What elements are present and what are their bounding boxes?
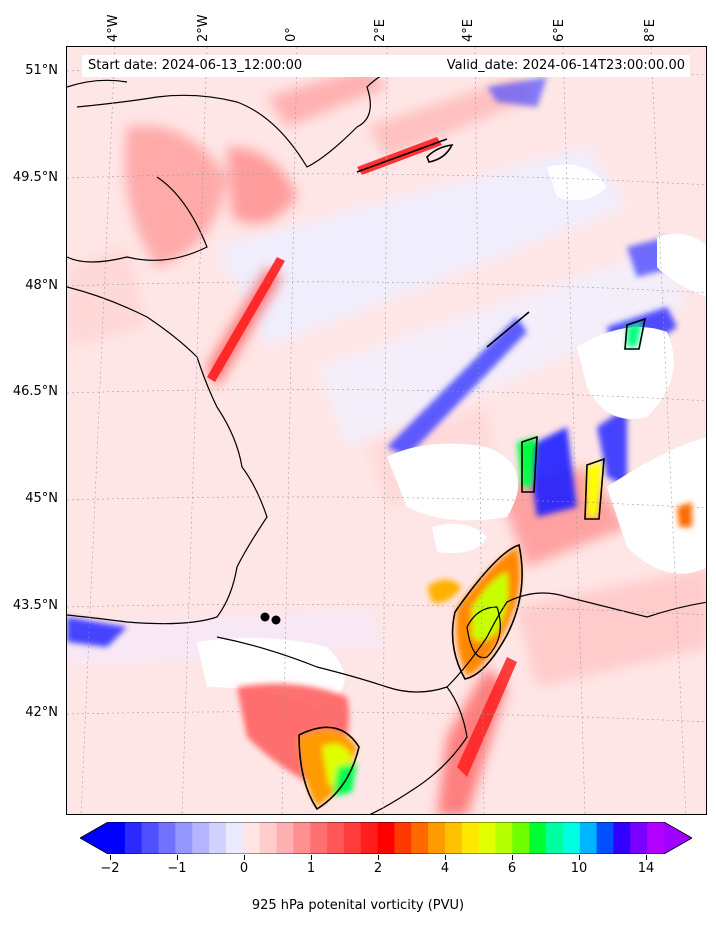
colorbar: [80, 822, 692, 854]
lon-label: 2°E: [373, 19, 388, 42]
lon-label: 4°E: [461, 19, 476, 42]
colorbar-segment: [546, 822, 564, 854]
colorbar-tickmark: [445, 855, 446, 860]
colorbar-segment: [394, 822, 412, 854]
colorbar-segment: [613, 822, 631, 854]
colorbar-segment: [141, 822, 160, 854]
marker-point: [260, 612, 270, 622]
lon-label: 8°E: [643, 19, 658, 42]
colorbar-segment: [461, 822, 480, 854]
colorbar-tick-label: 6: [507, 861, 517, 876]
colorbar-segment: [529, 822, 547, 854]
pv-masked-regions: [197, 164, 706, 707]
location-markers: [260, 612, 281, 625]
lon-label: 0°: [284, 27, 299, 42]
colorbar-tickmark: [110, 855, 111, 860]
colorbar-segment: [495, 822, 513, 854]
lat-label: 49.5°N: [12, 170, 58, 185]
colorbar-over-arrow: [664, 822, 692, 854]
colorbar-segment: [108, 822, 126, 854]
colorbar-tick-label: 14: [637, 861, 655, 876]
colorbar-segment: [444, 822, 463, 854]
colorbar-segment: [377, 822, 396, 854]
lat-label: 42°N: [25, 705, 58, 720]
lon-label: 6°E: [552, 19, 567, 42]
lat-label: 45°N: [25, 491, 58, 506]
colorbar-segment: [596, 822, 615, 854]
colorbar-segment: [478, 822, 497, 854]
lat-label: 48°N: [25, 278, 58, 293]
lon-label: 2°W: [196, 14, 211, 42]
colorbar-segment: [343, 822, 362, 854]
colorbar-segment: [175, 822, 193, 854]
colorbar-segment: [512, 822, 530, 854]
pv-contours: [298, 138, 647, 811]
colorbar-tickmark: [177, 855, 178, 860]
colorbar-segment: [579, 822, 598, 854]
colorbar-segments: [108, 822, 665, 854]
colorbar-segment: [411, 822, 429, 854]
colorbar-segment: [276, 822, 294, 854]
colorbar-tick-label: −2: [100, 861, 120, 876]
header-box: [82, 55, 690, 77]
colorbar-tick-label: 4: [440, 861, 450, 876]
colorbar-segment: [124, 822, 143, 854]
colorbar-segment: [630, 822, 648, 854]
colorbar-segment: [242, 822, 261, 854]
map-area[interactable]: [66, 46, 707, 815]
colorbar-title: 925 hPa potenital vorticity (PVU): [251, 898, 465, 913]
marker-point: [271, 615, 281, 625]
colorbar-tick-label: 2: [373, 861, 383, 876]
coastlines: [67, 56, 706, 814]
colorbar-segment: [310, 822, 328, 854]
colorbar-segment: [562, 822, 581, 854]
colorbar-tickmark: [512, 855, 513, 860]
graticule: [67, 47, 706, 814]
lat-label: 46.5°N: [12, 384, 58, 399]
colorbar-tick-label: 0: [239, 861, 249, 876]
colorbar-tick-label: −1: [167, 861, 187, 876]
colorbar-segment: [327, 822, 345, 854]
colorbar-segment: [209, 822, 227, 854]
lon-label: 4°W: [106, 14, 121, 42]
colorbar-segment: [647, 822, 665, 854]
colorbar-tickmark: [378, 855, 379, 860]
colorbar-under-arrow: [80, 822, 108, 854]
lat-label: 43.5°N: [12, 598, 58, 613]
colorbar-tickmark: [579, 855, 580, 860]
colorbar-tick-label: 10: [570, 861, 588, 876]
colorbar-segment: [293, 822, 311, 854]
colorbar-segment: [259, 822, 278, 854]
colorbar-tickmark: [244, 855, 245, 860]
colorbar-tick-label: 1: [306, 861, 316, 876]
lat-label: 51°N: [25, 63, 58, 78]
valid-date-label: Valid_date: 2024-06-14T23:00:00.00: [446, 58, 685, 73]
colorbar-segment: [225, 822, 244, 854]
colorbar-segment: [192, 822, 210, 854]
colorbar-segment: [360, 822, 379, 854]
colorbar-tickmark: [311, 855, 312, 860]
pv-map-svg: [67, 47, 706, 814]
start-date-label: Start date: 2024-06-13_12:00:00: [88, 58, 303, 73]
colorbar-segment: [428, 822, 446, 854]
colorbar-segment: [158, 822, 176, 854]
colorbar-tickmark: [646, 855, 647, 860]
